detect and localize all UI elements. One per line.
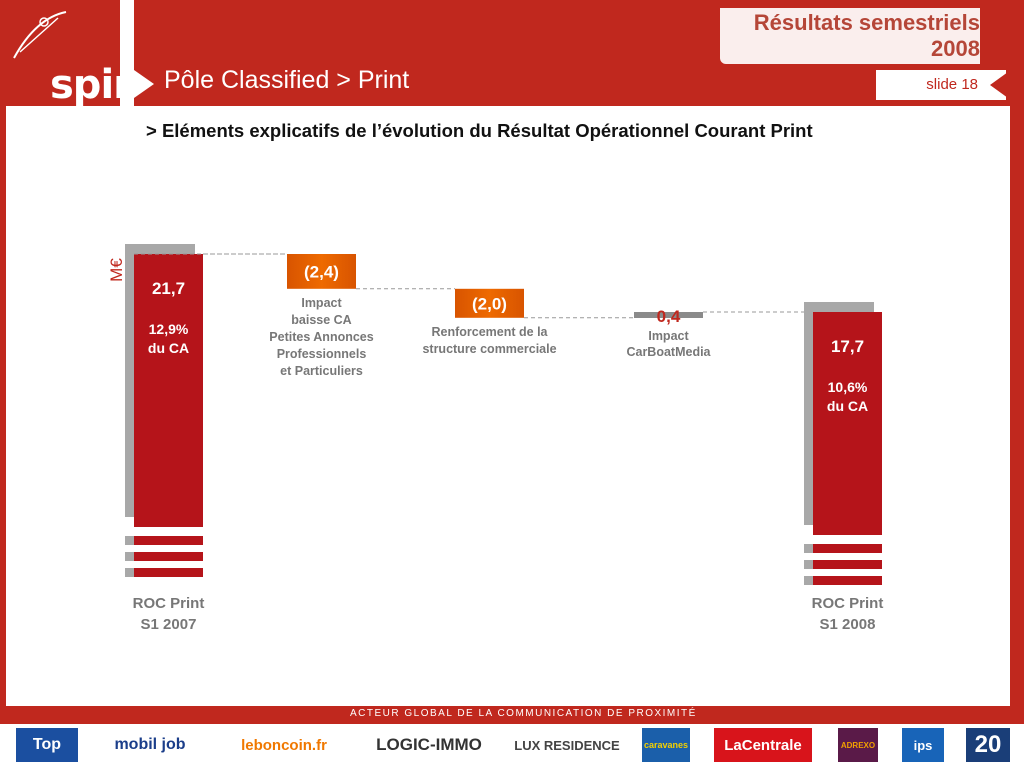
adrexo-logo: ADREXO xyxy=(838,728,878,762)
20minutes-logo: 20 xyxy=(966,728,1010,762)
category-label: Impact baisse CA Petites Annonces Professio… xyxy=(269,296,373,378)
logicimmo-logo: LOGIC-IMMO xyxy=(376,735,482,754)
footer-band xyxy=(0,706,1024,724)
total-bar xyxy=(134,254,203,527)
ips-logo: ips xyxy=(902,728,944,762)
brand-title-panel xyxy=(720,8,980,64)
slide-arrow-icon xyxy=(990,72,1008,98)
slide-number: slide 18 xyxy=(926,76,978,93)
data-label: (2,0) xyxy=(472,294,507,313)
page-subtitle: > Eléments explicatifs de l’évolution du… xyxy=(146,120,813,141)
spir-logo: spir xyxy=(50,62,133,108)
total-bar-break xyxy=(134,568,203,577)
share-label: 12,9% du CA xyxy=(148,321,189,356)
archer-icon xyxy=(13,11,67,59)
delta-bar xyxy=(455,288,524,318)
right-border xyxy=(1010,0,1024,768)
top-logo: Top xyxy=(16,728,78,762)
logo-panel xyxy=(0,0,120,106)
luxresidence-logo: LUX RESIDENCE xyxy=(514,737,620,753)
lacentrale-logo: LaCentrale xyxy=(714,728,812,762)
total-bar-break xyxy=(134,552,203,561)
category-label: Impact CarBoatMedia xyxy=(626,329,711,359)
section-title: Pôle Classified > Print xyxy=(164,66,410,94)
data-label: 0,4 xyxy=(657,307,681,326)
data-label: 17,7 xyxy=(831,337,864,356)
data-label: 21,7 xyxy=(152,279,185,298)
category-label: ROC Print S1 2008 xyxy=(812,595,884,633)
category-label: ROC Print S1 2007 xyxy=(133,595,205,633)
total-bar-break xyxy=(813,544,882,553)
left-border xyxy=(0,0,6,720)
title-arrow-icon xyxy=(134,70,154,98)
leboncoin-logo: leboncoin.fr xyxy=(241,736,327,754)
total-bar-break xyxy=(134,536,203,545)
total-bar xyxy=(813,312,882,535)
footer-tagline: ACTEUR GLOBAL DE LA COMMUNICATION DE PRO… xyxy=(350,708,697,719)
brand-title-line2: 2008 xyxy=(931,36,980,61)
unit-label: M€ xyxy=(107,258,126,282)
mobiljob-logo: mobil job xyxy=(114,736,186,753)
delta-bar xyxy=(634,312,703,318)
header-divider xyxy=(120,0,134,106)
slide-number-panel xyxy=(876,70,1006,100)
brand-title-line1: Résultats semestriels xyxy=(753,10,980,35)
share-label: 10,6% du CA xyxy=(827,379,868,414)
data-label: (2,4) xyxy=(304,262,339,281)
total-bar-break xyxy=(813,560,882,569)
category-label: Renforcement de la structure commerciale xyxy=(422,325,556,356)
caravanes-logo: caravanes xyxy=(642,728,690,762)
total-bar-break xyxy=(813,576,882,585)
delta-bar xyxy=(287,254,356,289)
waterfall-chart: M€ 21,7 12,9% du CA ROC Print S1 2007 (2,4) Imp… xyxy=(107,244,884,633)
